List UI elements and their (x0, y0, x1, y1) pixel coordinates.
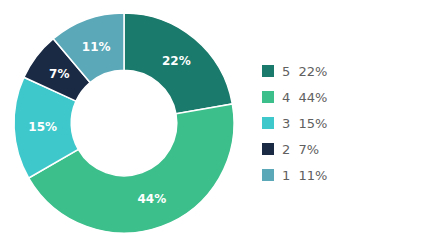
chart: 22% 44% 15% 7% 11% 5 22% 4 44% 3 15% 2 7% 1 11% (0, 0, 443, 246)
legend-label: 4 44% (282, 90, 327, 105)
legend-swatch (262, 65, 274, 77)
legend-swatch (262, 91, 274, 103)
data-label: 11% (82, 40, 111, 54)
legend-swatch (262, 143, 274, 155)
donut-slice (124, 13, 232, 114)
slices (14, 13, 234, 233)
chart-container: 22% 44% 15% 7% 11% 5 22% 4 44% 3 15% 2 7% 1 11% (0, 0, 443, 246)
legend: 5 22% 4 44% 3 15% 2 7% 1 11% (262, 64, 327, 183)
data-label: 15% (28, 120, 57, 134)
data-labels: 22% 44% 15% 7% 11% (28, 40, 190, 207)
legend-label: 1 11% (282, 168, 327, 183)
data-label: 44% (137, 192, 166, 206)
legend-swatch (262, 169, 274, 181)
data-label: 7% (49, 67, 69, 81)
legend-label: 2 7% (282, 142, 319, 157)
legend-swatch (262, 117, 274, 129)
legend-label: 3 15% (282, 116, 327, 131)
legend-label: 5 22% (282, 64, 327, 79)
data-label: 22% (162, 54, 191, 68)
